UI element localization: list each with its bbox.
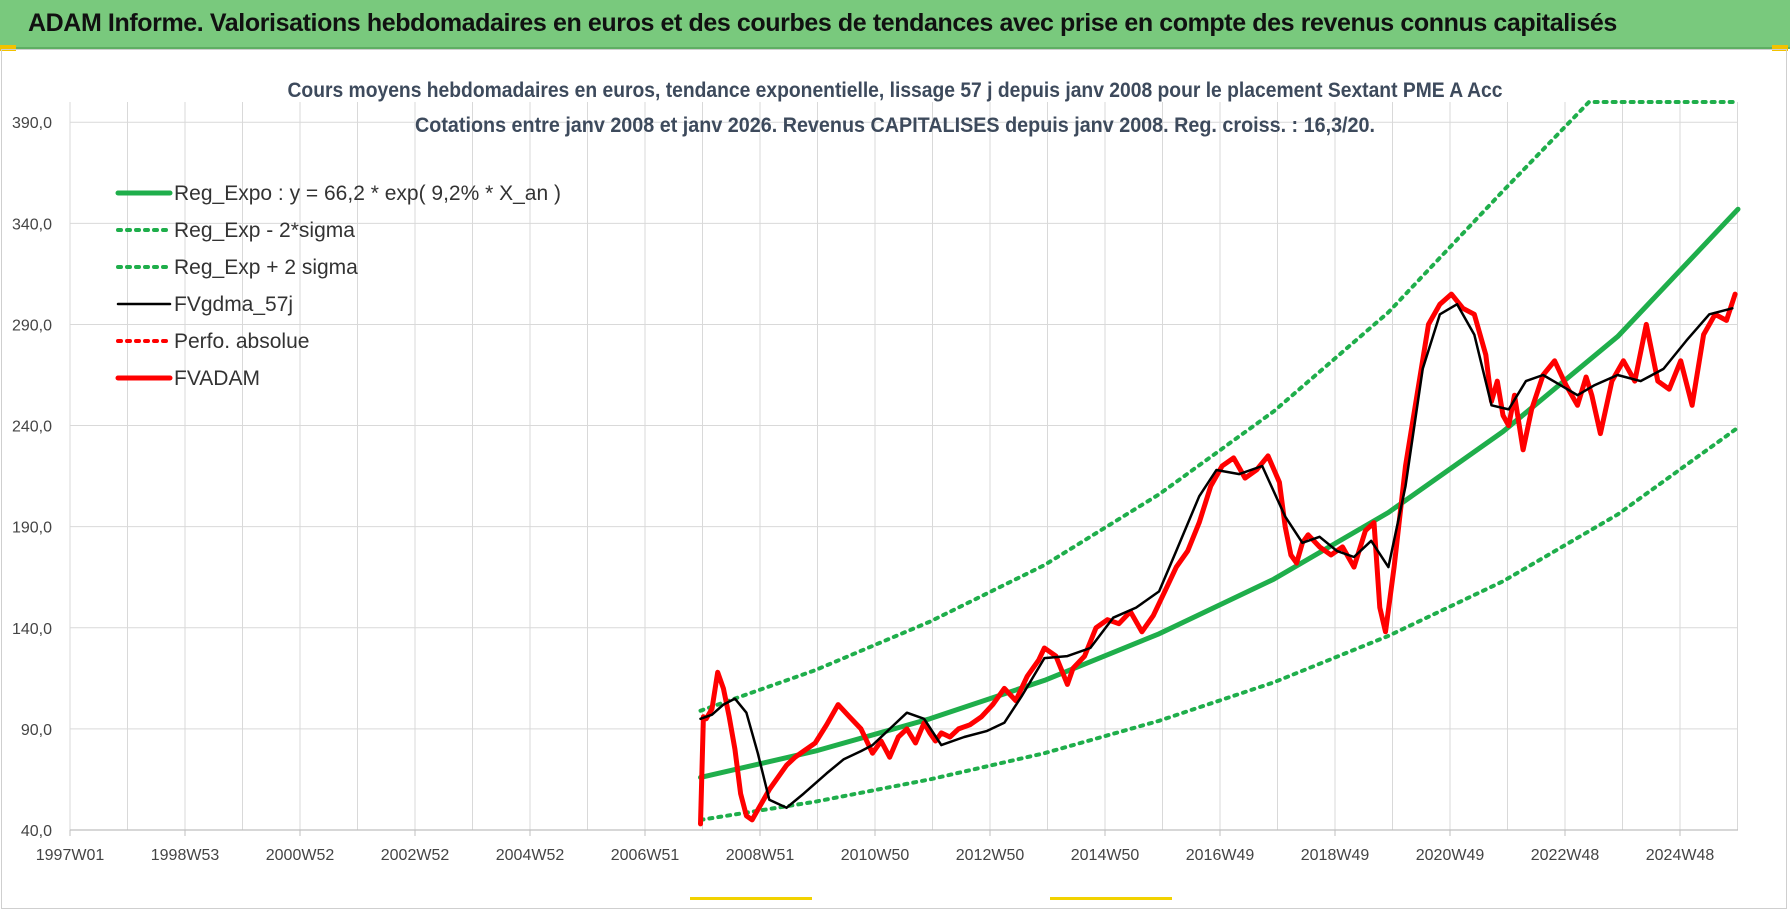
corner-mark-left <box>0 45 16 51</box>
x-tick-label: 2004W52 <box>496 847 565 864</box>
x-tick-label: 2016W49 <box>1186 847 1255 864</box>
legend-label: Perfo. absolue <box>174 330 309 353</box>
x-tick-label: 2014W50 <box>1071 847 1140 864</box>
x-tick-label: 2024W48 <box>1646 847 1715 864</box>
x-tick-label: 2020W49 <box>1416 847 1485 864</box>
y-tick-label: 90,0 <box>21 722 52 739</box>
report-banner: ADAM Informe. Valorisations hebdomadaire… <box>0 0 1790 49</box>
chart-title-line: Cotations entre janv 2008 et janv 2026. … <box>415 114 1375 137</box>
legend-label: Reg_Exp + 2 sigma <box>174 256 358 279</box>
series-line-0 <box>698 206 1741 780</box>
y-tick-label: 240,0 <box>12 419 52 436</box>
x-tick-label: 2010W50 <box>841 847 910 864</box>
legend-label: Reg_Expo : y = 66,2 * exp( 9,2% * X_an ) <box>174 182 561 205</box>
corner-mark-right <box>1772 45 1788 51</box>
x-tick-label: 2022W48 <box>1531 847 1600 864</box>
grid <box>69 102 1738 831</box>
y-tick-label: 340,0 <box>12 216 52 233</box>
legend-label: FVgdma_57j <box>174 293 293 316</box>
series-line-2 <box>698 100 1740 713</box>
series-line-1 <box>698 425 1740 822</box>
y-tick-label: 40,0 <box>21 823 52 840</box>
bottom-mark-left <box>690 897 812 900</box>
bottom-mark-right <box>1050 897 1172 900</box>
series-layer <box>698 100 1741 827</box>
series-line-3 <box>699 302 1734 810</box>
axes: 40,0 90,0 140,0 190,0 240,0 290,0 340,0 390,0 19… <box>12 115 1738 864</box>
x-tick-label: 2008W51 <box>726 847 795 864</box>
legend-label: Reg_Exp - 2*sigma <box>174 219 355 242</box>
x-tick-label: 1998W53 <box>151 847 220 864</box>
banner-title: ADAM Informe. Valorisations hebdomadaire… <box>28 9 1617 37</box>
y-tick-label: 190,0 <box>12 520 52 537</box>
chart-title: Cours moyens hebdomadaires en euros, ten… <box>288 79 1503 137</box>
chart-frame <box>1 49 1787 909</box>
series-line-4 <box>698 291 1738 827</box>
y-tick-label: 390,0 <box>12 115 52 132</box>
chart-title-line: Cours moyens hebdomadaires en euros, ten… <box>288 79 1503 102</box>
x-tick-label: 2000W52 <box>266 847 335 864</box>
x-tick-label: 2018W49 <box>1301 847 1370 864</box>
legend: Reg_Expo : y = 66,2 * exp( 9,2% * X_an )… <box>115 182 561 390</box>
x-tick-label: 2006W51 <box>611 847 680 864</box>
x-tick-label: 2002W52 <box>381 847 450 864</box>
y-tick-label: 140,0 <box>12 621 52 638</box>
x-tick-label: 2012W50 <box>956 847 1025 864</box>
x-tick-label: 1997W01 <box>36 847 105 864</box>
legend-label: FVADAM <box>174 367 260 390</box>
y-tick-label: 290,0 <box>12 317 52 334</box>
